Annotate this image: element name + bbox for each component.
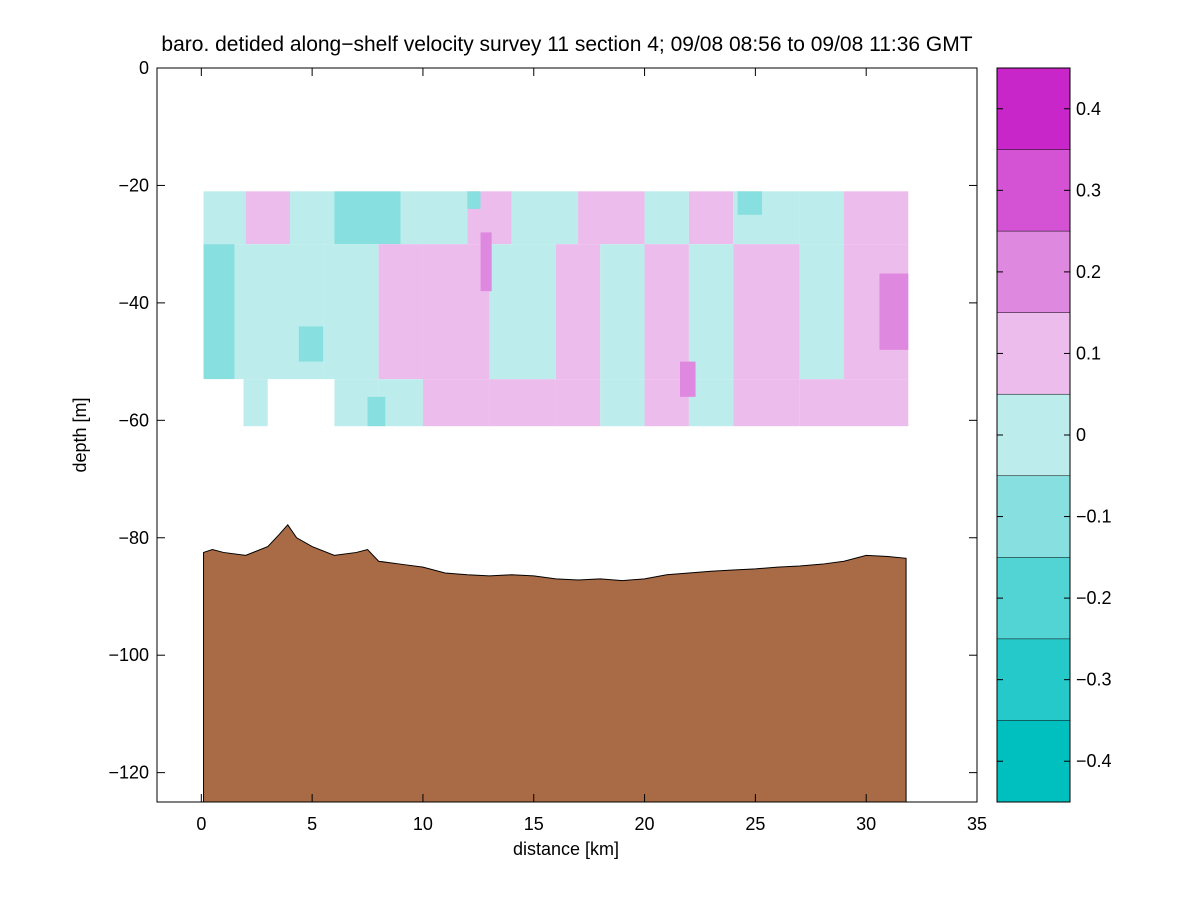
colorbar-tick-label: 0.4 <box>1076 99 1101 119</box>
y-tick-label: −100 <box>108 645 149 665</box>
velocity-cell-43 <box>467 191 481 209</box>
velocity-cell-24 <box>733 244 800 380</box>
velocity-cell-13 <box>203 244 235 380</box>
velocity-cell-29 <box>378 379 423 427</box>
velocity-cell-31 <box>489 379 556 427</box>
velocity-cell-1 <box>245 191 290 245</box>
y-axis: 0 −20 −40 −60 −80 −100 −120 <box>108 58 977 783</box>
velocity-cell-0 <box>203 191 246 245</box>
x-tick-label: 30 <box>856 814 876 834</box>
chart-title: baro. detided along−shelf velocity surve… <box>161 33 972 56</box>
y-tick-label: 0 <box>139 58 149 78</box>
velocity-cell-19 <box>489 244 556 380</box>
velocity-cell-37 <box>799 379 909 427</box>
colorbar-tick-label: −0.2 <box>1076 588 1112 608</box>
masked-gap-0 <box>203 379 244 427</box>
colorbar-swatch <box>997 557 1070 639</box>
velocity-cell-25 <box>799 244 845 380</box>
velocity-cell-6 <box>511 191 579 245</box>
y-tick-label: −20 <box>118 175 149 195</box>
velocity-cell-23 <box>688 244 734 380</box>
colorbar-tick-label: 0.2 <box>1076 262 1101 282</box>
colorbar-swatch <box>997 720 1070 802</box>
colorbar-tick-label: 0.1 <box>1076 343 1101 363</box>
velocity-cell-44 <box>737 191 763 215</box>
colorbar-swatch <box>997 394 1070 476</box>
colorbar-tick-label: −0.3 <box>1076 670 1112 690</box>
velocity-cell-32 <box>555 379 601 427</box>
velocity-cell-12 <box>844 191 909 245</box>
colorbar-tick-label: 0.3 <box>1076 180 1101 200</box>
colorbar-tick-label: −0.4 <box>1076 751 1112 771</box>
colorbar-swatch <box>997 149 1070 232</box>
y-tick-label: −120 <box>108 763 149 783</box>
colorbar: −0.4 −0.3 −0.2 −0.1 0 0.1 0.2 0.3 0.4 <box>996 67 1112 803</box>
x-axis: 0 5 10 15 20 25 30 35 <box>196 68 987 834</box>
x-tick-label: 20 <box>635 814 655 834</box>
colorbar-swatch <box>997 475 1070 558</box>
velocity-cell-14 <box>234 244 290 380</box>
velocity-cell-38 <box>480 232 492 292</box>
x-tick-label: 35 <box>967 814 987 834</box>
colorbar-swatch <box>997 231 1070 313</box>
velocity-cell-16 <box>323 244 379 380</box>
velocity-cell-42 <box>298 326 324 362</box>
colorbar-tick-label: 0 <box>1076 425 1086 445</box>
colorbar-tick-label: −0.1 <box>1076 507 1112 527</box>
y-tick-label: −40 <box>118 293 149 313</box>
x-axis-label: distance [km] <box>513 839 619 859</box>
y-axis-label: depth [m] <box>70 397 90 472</box>
velocity-cell-7 <box>578 191 645 245</box>
velocity-cell-33 <box>600 379 645 427</box>
colorbar-swatch <box>997 312 1070 395</box>
masked-gap-1 <box>267 379 335 427</box>
velocity-cell-41 <box>367 396 386 427</box>
velocity-cell-30 <box>422 379 490 427</box>
x-tick-label: 25 <box>745 814 765 834</box>
velocity-cell-27 <box>243 379 268 427</box>
x-tick-label: 5 <box>307 814 317 834</box>
y-tick-label: −60 <box>118 410 149 430</box>
velocity-cell-39 <box>680 361 696 397</box>
bathymetry-layer <box>203 524 907 802</box>
velocity-cell-9 <box>688 191 734 245</box>
plot-frame <box>156 67 978 803</box>
velocity-cell-2 <box>289 191 335 245</box>
velocity-cell-20 <box>555 244 601 380</box>
velocity-cell-17 <box>378 244 423 380</box>
velocity-cell-21 <box>600 244 645 380</box>
x-tick-label: 0 <box>196 814 206 834</box>
velocity-field <box>203 191 909 427</box>
velocity-cell-36 <box>733 379 800 427</box>
velocity-cell-40 <box>879 273 909 350</box>
velocity-cell-18 <box>422 244 490 380</box>
velocity-cell-4 <box>400 191 468 245</box>
masked-gaps <box>203 379 335 427</box>
x-tick-label: 10 <box>413 814 433 834</box>
colorbar-swatch <box>997 638 1070 721</box>
y-tick-label: −80 <box>118 528 149 548</box>
velocity-cell-35 <box>688 379 734 427</box>
seafloor-bathymetry <box>203 524 907 802</box>
velocity-cell-8 <box>644 191 689 245</box>
velocity-cell-3 <box>334 191 401 245</box>
velocity-cell-22 <box>644 244 689 380</box>
velocity-cell-11 <box>799 191 845 245</box>
x-tick-label: 15 <box>524 814 544 834</box>
colorbar-swatch <box>997 68 1070 150</box>
